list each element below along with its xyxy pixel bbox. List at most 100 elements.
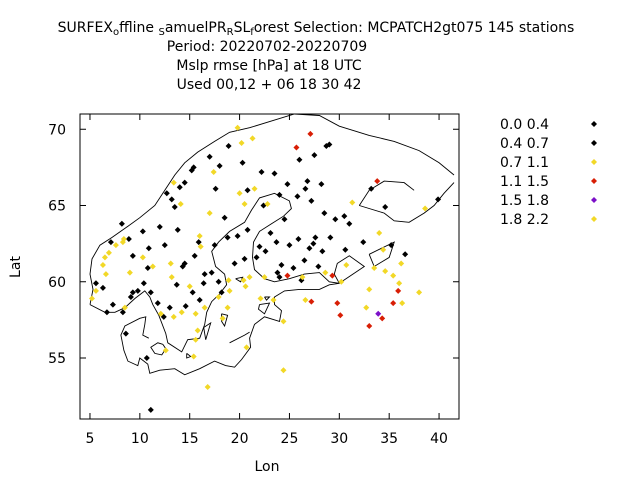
data-point (191, 252, 198, 259)
coastline (368, 241, 395, 268)
data-point (120, 236, 127, 243)
data-point (264, 200, 271, 207)
coastline-map (89, 113, 455, 376)
legend-label: 0.7 1.1 (500, 155, 549, 171)
data-point (379, 315, 386, 322)
data-point (271, 170, 278, 177)
title-line-1-part: f (250, 27, 254, 38)
data-point (319, 248, 326, 255)
data-point (206, 210, 213, 217)
data-point (435, 196, 442, 203)
data-point (234, 124, 241, 131)
data-point (270, 297, 277, 304)
y-tick-label: 55 (48, 351, 66, 367)
data-point (147, 406, 154, 413)
y-tick-label: 65 (48, 199, 66, 215)
x-tick-label: 25 (281, 431, 299, 447)
data-point (129, 252, 136, 259)
axis-ticks: 5 10 15 20 25 30 35 40 55 60 65 70 (48, 114, 459, 447)
data-point (366, 286, 373, 293)
data-point (196, 233, 203, 239)
data-point (243, 344, 250, 351)
data-point (215, 294, 222, 300)
data-point (290, 265, 297, 272)
legend-marker (591, 159, 597, 165)
coastline (89, 192, 340, 376)
data-point (239, 159, 246, 166)
data-point (396, 280, 403, 287)
data-point (197, 243, 204, 250)
x-tick-label: 30 (330, 431, 348, 447)
data-point (105, 249, 112, 256)
data-point (302, 185, 309, 192)
legend-marker (591, 197, 597, 203)
data-point (295, 236, 302, 243)
data-point (346, 220, 353, 227)
data-point (251, 185, 258, 192)
data-point (99, 284, 106, 291)
data-point (249, 135, 256, 142)
data-point (121, 304, 128, 311)
title-line-1-part: S (58, 20, 67, 36)
coastline (257, 302, 271, 315)
legend: 0.0 0.4 0.4 0.7 0.7 1.1 1.1 1.5 1.5 1.8 1.8 2… (500, 117, 597, 228)
data-point (99, 261, 106, 268)
data-point (416, 289, 423, 296)
legend-label: 1.1 1.5 (500, 174, 549, 190)
title-line-1-part: amuelPR (165, 20, 227, 36)
x-tick-label: 20 (231, 431, 249, 447)
data-point (326, 141, 333, 148)
data-point (112, 242, 119, 249)
data-point (299, 274, 306, 281)
data-point (225, 277, 232, 284)
data-point (308, 197, 315, 204)
data-point (296, 156, 303, 163)
data-point (374, 178, 381, 185)
data-point (244, 226, 251, 233)
coastline (333, 255, 366, 284)
data-point (92, 280, 99, 287)
y-axis-label: Lat (8, 256, 24, 278)
data-point (276, 191, 283, 198)
data-point (201, 271, 208, 278)
data-point (310, 240, 317, 247)
data-point (343, 261, 350, 268)
data-point (242, 283, 249, 290)
data-point (382, 204, 389, 211)
data-point (168, 196, 175, 203)
data-point (102, 271, 109, 278)
title-line-1-part: o (113, 27, 119, 38)
title-line-1-part: R (227, 27, 234, 38)
data-point (382, 268, 389, 275)
chart-title: SURFEXoffline SamuelPRRSLforest Selectio… (58, 20, 575, 93)
data-point (267, 229, 274, 236)
data-point (119, 309, 126, 316)
data-point (327, 234, 334, 241)
coastline (89, 113, 455, 305)
data-point (215, 278, 222, 285)
plot-area-frame (79, 113, 460, 420)
data-point (161, 242, 168, 249)
data-point (244, 187, 251, 194)
data-point (332, 216, 339, 223)
data-point (390, 300, 397, 307)
data-point (274, 269, 281, 276)
data-point (308, 298, 315, 305)
data-point (278, 261, 285, 268)
y-tick-label: 60 (48, 275, 66, 291)
coastline (229, 331, 250, 344)
data-point (261, 274, 268, 281)
x-axis-label: Lon (255, 459, 280, 475)
data-point (338, 278, 345, 285)
data-point (156, 223, 163, 230)
data-point (284, 272, 291, 279)
coastline (186, 353, 192, 359)
data-point (201, 304, 208, 311)
data-point (236, 190, 243, 197)
legend-marker (591, 121, 597, 127)
data-point (258, 168, 265, 175)
data-point (204, 383, 211, 390)
data-point (363, 304, 370, 311)
data-point (307, 130, 314, 137)
